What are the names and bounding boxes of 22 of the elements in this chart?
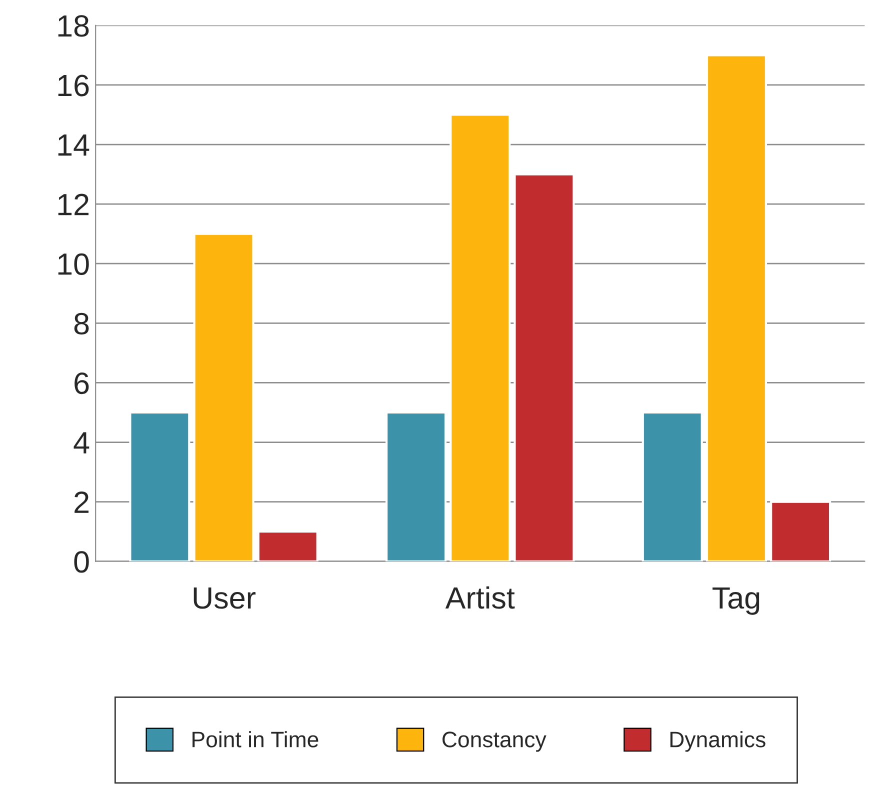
bar bbox=[514, 173, 575, 562]
x-tick-label: Tag bbox=[712, 587, 760, 615]
x-tick-label: User bbox=[194, 587, 256, 609]
bar bbox=[770, 500, 832, 562]
y-tick-label: 0 bbox=[74, 551, 89, 573]
x-tick-label: Artist bbox=[445, 586, 515, 609]
y-tick-label: 12 bbox=[58, 194, 89, 216]
y-tick-label: 18 bbox=[58, 15, 89, 37]
y-tick-label: 14 bbox=[58, 134, 90, 156]
y-tick-label: 4 bbox=[74, 432, 90, 454]
y-tick-label: 10 bbox=[58, 253, 89, 275]
bar bbox=[450, 114, 511, 562]
bar bbox=[706, 54, 768, 562]
y-tick-label: 6 bbox=[74, 372, 89, 394]
y-tick-label: 16 bbox=[58, 74, 89, 96]
legend-label: Constancy bbox=[442, 732, 546, 752]
bar bbox=[257, 530, 318, 562]
legend-label: Point in Time bbox=[192, 731, 318, 748]
y-tick-label: 2 bbox=[74, 492, 88, 513]
bar bbox=[193, 232, 254, 562]
y-tick-label: 8 bbox=[74, 312, 89, 335]
legend-label: Dynamics bbox=[670, 731, 766, 752]
